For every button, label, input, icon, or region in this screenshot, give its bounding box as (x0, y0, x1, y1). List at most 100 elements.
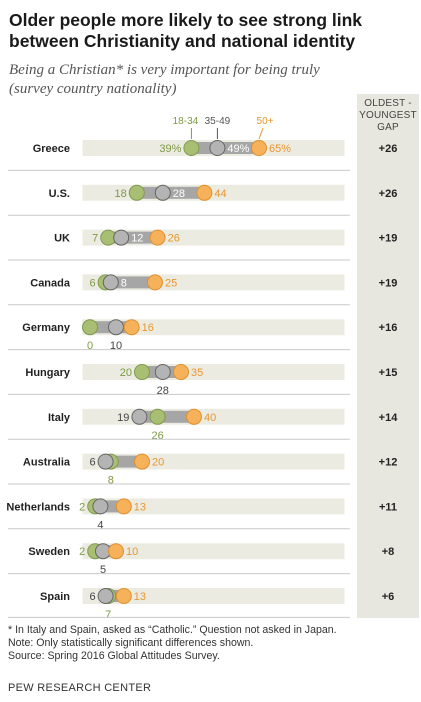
dot-18-34 (183, 140, 200, 156)
value-label-35-49: 49% (227, 143, 249, 155)
dot-50-plus (147, 274, 163, 291)
dot-18-34 (149, 408, 166, 425)
dot-35-49 (92, 498, 109, 515)
value-label-18-34: 8 (108, 475, 114, 487)
footnotes: * In Italy and Spain, asked as “Catholic… (8, 624, 418, 663)
country-label: Italy (48, 412, 71, 424)
country-label: Spain (40, 591, 70, 603)
footnote-source: Source: Spring 2016 Global Attitudes Sur… (8, 650, 220, 662)
chart-title: Older people more likely to see strong l… (9, 10, 363, 51)
gap-column-header: OLDEST - YOUNGEST GAP (359, 98, 417, 133)
dot-18-34 (134, 364, 150, 380)
row-track (82, 588, 345, 604)
value-label-18-34: 0 (87, 340, 93, 352)
legend-18-34: 18-34 (173, 116, 199, 127)
dot-35-49 (154, 364, 171, 380)
value-label-50-plus: 10 (126, 546, 138, 558)
gap-value: +11 (379, 501, 397, 513)
value-label-50-plus: 40 (204, 412, 216, 424)
value-label-50-plus: 16 (142, 322, 154, 334)
chart-subtitle: Being a Christian* is very important for… (9, 62, 320, 97)
value-label-50-plus: 20 (152, 457, 164, 469)
country-label: Greece (33, 143, 70, 155)
gap-value: +16 (379, 322, 398, 334)
dot-35-49 (97, 588, 114, 604)
value-label-50-plus: 25 (165, 277, 177, 289)
dot-18-34 (128, 184, 145, 201)
dot-35-49 (102, 274, 119, 291)
value-label-18-34: 6 (89, 277, 95, 289)
value-label-35-49: 12 (131, 233, 143, 245)
country-label: Sweden (28, 546, 70, 558)
gap-value: +26 (379, 188, 398, 200)
dot-50-plus (115, 588, 132, 604)
country-label: Germany (22, 322, 71, 334)
dot-50-plus (251, 140, 267, 156)
row-track (82, 543, 345, 560)
value-label-18-34: 39% (159, 143, 181, 155)
country-label: U.S. (49, 188, 70, 200)
dot-35-49 (209, 140, 226, 156)
gap-value: +19 (379, 233, 398, 245)
value-label-18-34: 7 (105, 609, 111, 620)
value-label-50-plus: 13 (134, 501, 146, 513)
dot-35-49 (131, 408, 148, 425)
value-label-50-plus: 44 (214, 188, 226, 200)
value-label-35-49: 8 (121, 277, 127, 289)
dot-50-plus (149, 229, 166, 246)
value-label-35-49: 28 (173, 188, 185, 200)
country-label: Canada (30, 277, 71, 289)
footnote-significance: Note: Only statistically significant dif… (8, 637, 254, 649)
country-label: Hungary (25, 367, 71, 379)
legend-leader-50-plus (258, 127, 264, 140)
dot-50-plus (123, 319, 140, 336)
value-label-50-plus: 35 (191, 367, 203, 379)
brand-label: PEW RESEARCH CENTER (8, 682, 152, 694)
gap-value: +15 (379, 367, 398, 379)
dot-50-plus (186, 408, 202, 425)
value-label-35-49: 19 (117, 412, 129, 424)
value-label-18-34: 26 (151, 430, 163, 442)
dot-50-plus (134, 453, 150, 470)
value-label-35-49: 28 (157, 385, 169, 397)
legend-35-49: 35-49 (205, 116, 231, 127)
value-label-35-49: 6 (89, 457, 95, 469)
value-label-18-34: 2 (79, 501, 85, 513)
dot-35-49 (108, 319, 124, 336)
value-label-18-34: 7 (92, 233, 98, 245)
dot-50-plus (196, 184, 213, 201)
gap-value: +12 (379, 457, 398, 469)
dot-50-plus (108, 543, 124, 560)
value-label-50-plus: 26 (168, 233, 180, 245)
gap-value: +6 (382, 591, 395, 603)
value-label-18-34: 2 (79, 546, 85, 558)
row-track (82, 319, 345, 336)
gap-value: +8 (382, 546, 395, 558)
gap-value: +26 (379, 143, 398, 155)
value-label-35-49: 4 (97, 519, 103, 531)
dot-35-49 (154, 184, 171, 201)
value-label-18-34: 18 (115, 188, 127, 200)
dot-35-49 (113, 229, 130, 246)
gap-value: +19 (379, 277, 398, 289)
footnote-catholic: * In Italy and Spain, asked as “Catholic… (8, 624, 337, 636)
value-label-50-plus: 65% (269, 143, 291, 155)
value-label-35-49: 10 (110, 340, 122, 352)
dot-50-plus (173, 364, 189, 380)
country-label: Netherlands (6, 501, 70, 513)
legend-50-plus: 50+ (257, 116, 274, 127)
country-label: UK (54, 233, 70, 245)
dot-18-34 (82, 319, 98, 336)
row-track (82, 498, 345, 515)
value-label-35-49: 5 (100, 564, 106, 576)
dot-35-49 (97, 453, 114, 470)
value-label-18-34: 20 (120, 367, 132, 379)
value-label-50-plus: 13 (134, 591, 146, 603)
gap-value: +14 (379, 412, 399, 424)
gap-column-background (357, 94, 419, 618)
country-label: Australia (23, 457, 71, 469)
value-label-35-49: 6 (89, 591, 95, 603)
range-bar (139, 410, 194, 423)
dot-50-plus (115, 498, 132, 515)
